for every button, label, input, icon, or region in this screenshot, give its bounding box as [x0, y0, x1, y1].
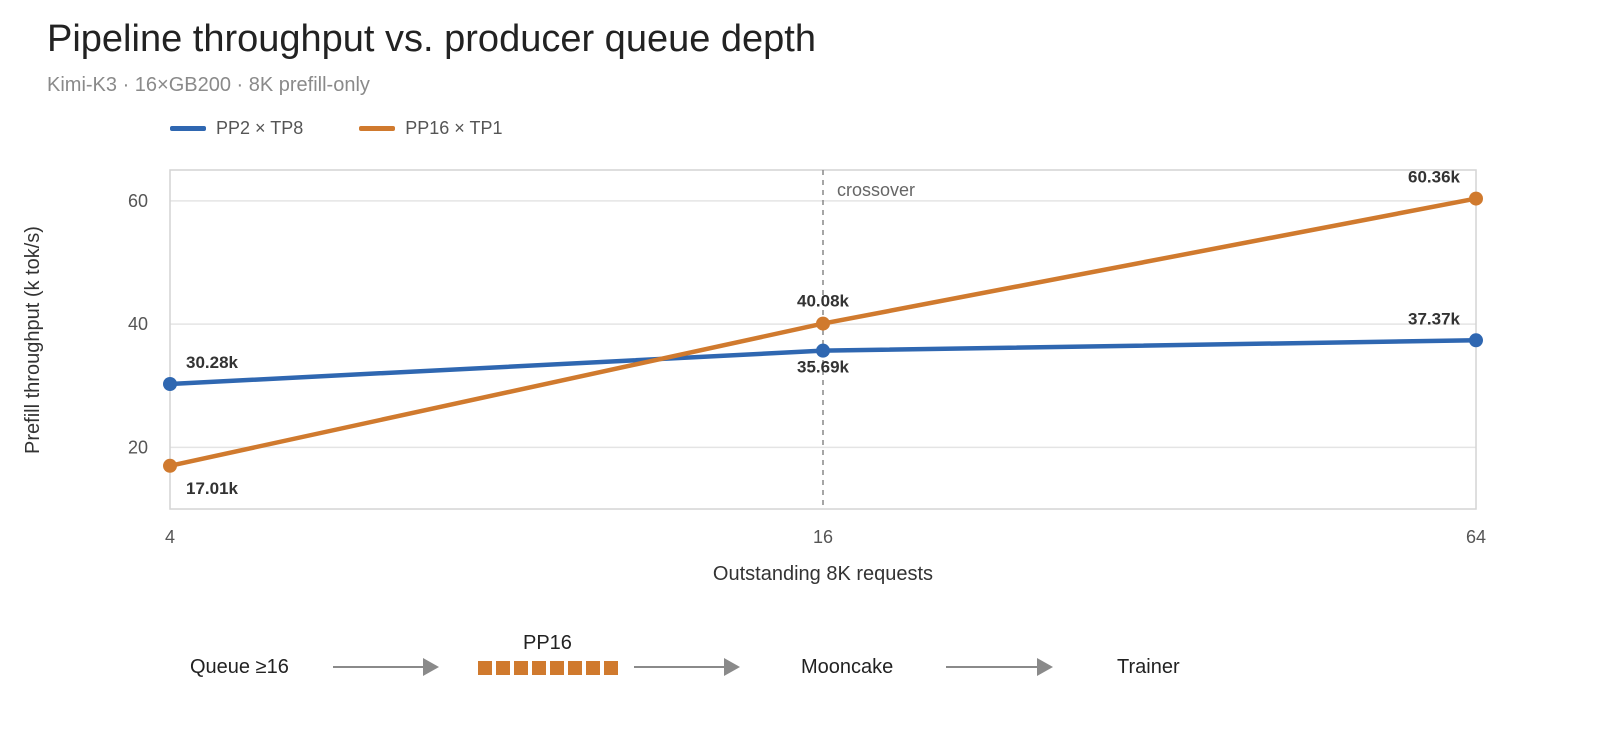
y-tick-label-40: 40: [128, 314, 148, 334]
stage-block: [586, 661, 600, 675]
data-point-1-0: [163, 458, 177, 473]
tick-layer: 20 40 60 4 16 64: [128, 191, 1486, 547]
flow-queue-label: Queue ≥16: [190, 656, 289, 678]
x-tick-label-64: 64: [1466, 527, 1486, 547]
stage-block: [604, 661, 618, 675]
flow-arrow-1: [333, 658, 439, 676]
x-tick-label-4: 4: [165, 527, 175, 547]
pipeline-flow: Queue ≥16 PP16 Mooncake Trainer: [0, 620, 1600, 710]
legend-label-pp2-tp8: PP2 × TP8: [216, 118, 304, 138]
flow-trainer-label: Trainer: [1117, 656, 1180, 678]
flow-arrow-3: [946, 658, 1053, 676]
legend-item-pp2-tp8[interactable]: PP2 × TP8: [170, 118, 303, 139]
data-point-0-0: [163, 377, 177, 392]
stage-block: [550, 661, 564, 675]
stage-block: [496, 661, 510, 675]
stage-block: [478, 661, 492, 675]
stage-block: [568, 661, 582, 675]
stage-block: [514, 661, 528, 675]
data-point-1-2: [1469, 191, 1483, 206]
legend-swatch-pp2-tp8: [170, 126, 206, 131]
line-chart: crossover 30.28k 35.69k 37.37k 17.01k 40.08k…: [22, 168, 1486, 585]
data-label-0-2: 37.37k: [1408, 309, 1461, 328]
crossover-label: crossover: [837, 180, 915, 200]
flow-stage-label: PP16: [523, 632, 572, 654]
flow-stage-blocks: [478, 661, 618, 675]
x-axis-label: Outstanding 8K requests: [713, 563, 933, 585]
data-point-0-1: [816, 343, 830, 358]
data-label-1-2: 60.36k: [1408, 168, 1461, 187]
data-label-1-1: 40.08k: [797, 292, 850, 311]
stage-block: [532, 661, 546, 675]
page-title: Pipeline throughput vs. producer queue d…: [47, 18, 816, 60]
annotation-layer: crossover: [822, 170, 915, 509]
y-tick-label-20: 20: [128, 437, 148, 457]
chart-legend: PP2 × TP8 PP16 × TP1: [170, 118, 502, 139]
data-label-0-0: 30.28k: [186, 353, 239, 372]
legend-swatch-pp16-tp1: [359, 126, 396, 131]
data-point-1-1: [816, 316, 830, 331]
data-label-0-1: 35.69k: [797, 358, 850, 377]
data-point-0-2: [1469, 333, 1483, 348]
flow-store-label: Mooncake: [801, 656, 894, 678]
flow-arrow-2: [634, 658, 740, 676]
x-tick-label-16: 16: [813, 527, 833, 547]
legend-label-pp16-tp1: PP16 × TP1: [405, 118, 503, 138]
data-label-1-0: 17.01k: [186, 479, 239, 498]
legend-item-pp16-tp1[interactable]: PP16 × TP1: [359, 118, 502, 139]
y-tick-label-60: 60: [128, 191, 148, 211]
series-layer: 30.28k 35.69k 37.37k 17.01k 40.08k 60.36k: [163, 168, 1483, 498]
y-axis-label: Prefill throughput (k tok/s): [22, 226, 44, 454]
page-subtitle: Kimi-K3 · 16×GB200 · 8K prefill-only: [47, 74, 370, 96]
